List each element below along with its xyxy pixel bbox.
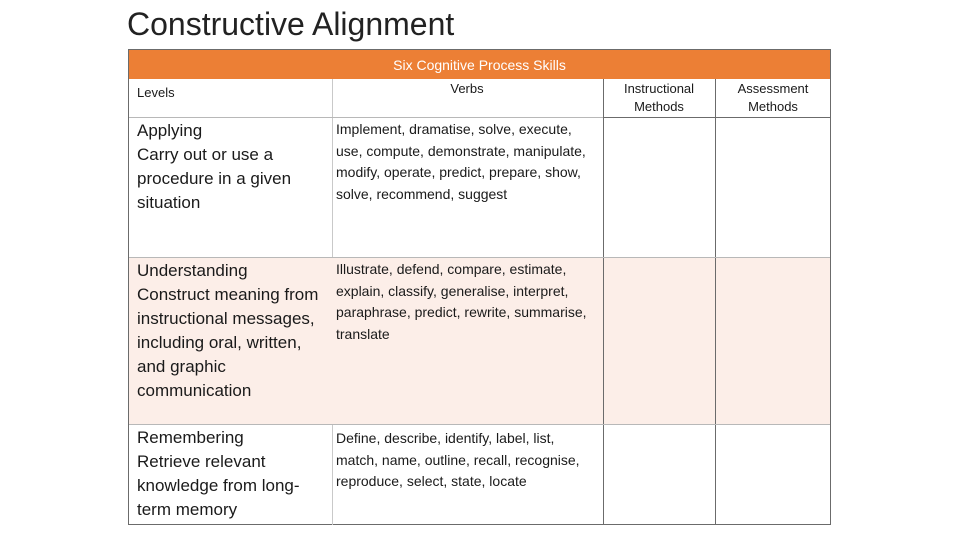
instructional-methods-header: Instructional Methods	[623, 81, 695, 114]
methods-row-divider	[603, 257, 830, 258]
methods-header-divider	[603, 117, 830, 118]
assessment-methods-header: Assessment Methods	[737, 81, 809, 114]
verbs-cell: Illustrate, defend, compare, estimate, e…	[336, 261, 587, 342]
row-divider	[129, 257, 603, 258]
table-row: Remembering Retrieve relevant knowledge …	[129, 425, 603, 525]
level-description: Carry out or use a procedure in a given …	[137, 145, 292, 212]
table-row: Applying Carry out or use a procedure in…	[129, 118, 603, 257]
row-tint-extension	[604, 258, 715, 424]
level-name: Understanding	[137, 261, 248, 280]
methods-assessment-divider	[715, 79, 716, 525]
header-divider	[129, 117, 603, 118]
level-cell: Understanding Construct meaning from ins…	[137, 259, 327, 403]
level-name: Applying	[137, 121, 203, 140]
skills-table: Six Cognitive Process Skills Levels Verb…	[128, 49, 831, 525]
slide-title: Constructive Alignment	[127, 6, 455, 42]
level-description: Retrieve relevant knowledge from long-te…	[137, 452, 300, 519]
level-description: Construct meaning from instructional mes…	[137, 285, 319, 400]
table-row: Understanding Construct meaning from ins…	[129, 258, 603, 424]
verbs-cell: Implement, dramatise, solve, execute, us…	[336, 121, 586, 202]
table-band-header: Six Cognitive Process Skills	[129, 50, 830, 79]
row-tint-extension	[716, 258, 830, 424]
row-divider	[129, 424, 603, 425]
level-cell: Remembering Retrieve relevant knowledge …	[137, 426, 327, 522]
level-cell: Applying Carry out or use a procedure in…	[137, 119, 327, 215]
verbs-header: Verbs	[450, 81, 484, 96]
verbs-cell: Define, describe, identify, label, list,…	[336, 430, 580, 489]
level-name: Remembering	[137, 428, 244, 447]
band-label: Six Cognitive Process Skills	[393, 56, 566, 73]
methods-row-divider	[603, 424, 830, 425]
verbs-methods-divider	[603, 79, 604, 525]
levels-header: Levels	[137, 85, 175, 100]
